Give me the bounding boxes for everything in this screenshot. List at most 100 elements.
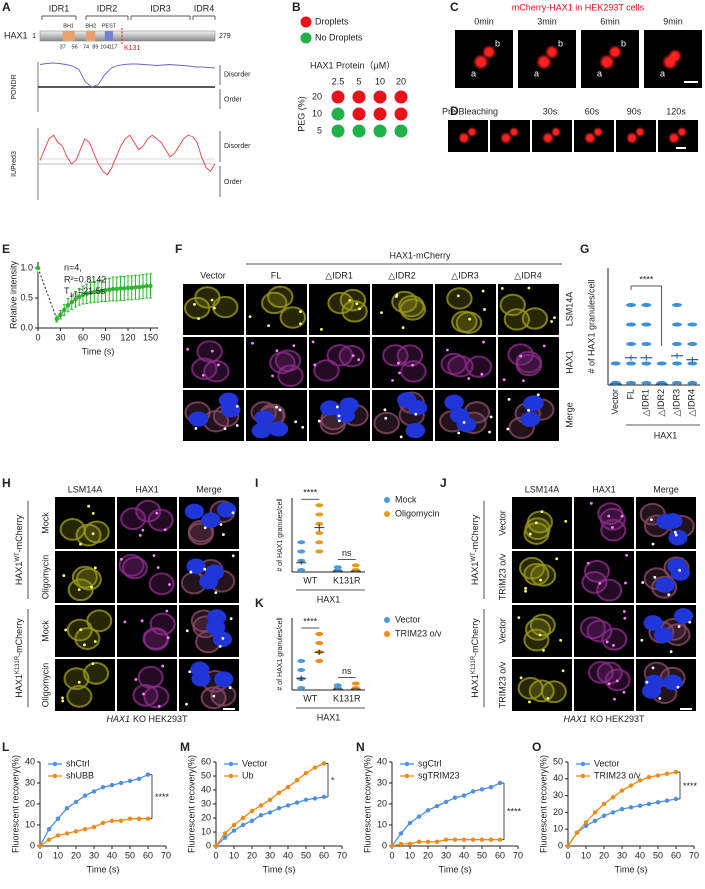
granule	[482, 340, 485, 344]
domain-label: IDR3	[150, 3, 171, 13]
construct-label-part: -mCherry	[470, 618, 480, 656]
granule	[411, 363, 415, 367]
cell-line-label: HAX1 KO HEK293T	[106, 714, 188, 724]
y-axis-label: # of HAX1 granules/cell	[277, 617, 284, 691]
granule	[502, 378, 506, 382]
granule	[212, 694, 216, 698]
granule	[235, 404, 239, 408]
granule	[483, 308, 486, 311]
series-point	[285, 803, 291, 808]
series-point	[628, 805, 634, 810]
axis-label: HAX1 Protein（μM）	[310, 60, 395, 70]
granule	[561, 669, 565, 673]
granule	[611, 525, 614, 529]
legend-label: shUBB	[66, 770, 94, 780]
granule	[517, 616, 521, 620]
granule	[391, 379, 394, 382]
x-tick-label: 0	[213, 850, 218, 860]
legend-marker	[384, 511, 390, 517]
micrograph	[183, 337, 244, 388]
series-point	[664, 798, 670, 803]
x-axis-label: Time (s)	[615, 864, 648, 874]
cell	[596, 578, 623, 602]
granule	[320, 327, 323, 331]
granule	[77, 588, 81, 592]
order-label: Order	[224, 179, 243, 186]
y-tick-label: 10	[377, 819, 387, 829]
data-point	[315, 503, 324, 508]
granule	[383, 408, 387, 412]
nucleus	[268, 421, 289, 437]
series-point	[122, 286, 127, 291]
legend-label: shCtrl	[66, 758, 90, 768]
series-point	[84, 291, 89, 296]
series-point	[137, 285, 142, 290]
significance: ****	[155, 792, 170, 802]
micrograph	[117, 551, 177, 603]
cell-line-label-part: KO HEK293T	[590, 714, 645, 724]
x-tick-label: 30	[265, 850, 275, 860]
granule	[398, 371, 401, 375]
disorder-label: Disorder	[224, 71, 251, 78]
significance: ns	[342, 666, 352, 676]
panel-letter: A	[2, 0, 11, 14]
legend-label: No Droplets	[315, 32, 363, 42]
x-tick-label: 0	[565, 850, 570, 860]
granule	[213, 306, 216, 310]
series-point	[58, 312, 63, 317]
granule	[598, 581, 602, 585]
series-point	[140, 284, 146, 289]
granule	[119, 557, 123, 561]
granule	[231, 511, 235, 515]
column-label: HAX1	[135, 484, 159, 494]
data-point	[687, 342, 698, 346]
series-point	[69, 300, 74, 305]
data-point	[641, 342, 652, 346]
x-tick-label: WT	[303, 693, 317, 703]
series-point	[240, 822, 246, 828]
droplet	[584, 132, 596, 144]
condition-label: Vector	[497, 510, 507, 536]
y-tick-label: 50	[553, 756, 563, 766]
domain-label: IDR1	[49, 3, 70, 13]
cell	[86, 609, 113, 633]
x-tick-label: K131R	[333, 693, 361, 703]
micrograph	[309, 284, 370, 335]
panel-letter: F	[175, 242, 182, 256]
legend-marker	[228, 773, 234, 779]
granule	[528, 532, 532, 536]
nucleus	[444, 394, 464, 410]
series-point	[231, 828, 237, 833]
series-point	[610, 810, 616, 815]
data-point	[297, 686, 306, 690]
cell	[267, 285, 294, 309]
data-point	[672, 361, 682, 366]
granule	[194, 426, 198, 430]
micrograph	[309, 390, 370, 441]
granule	[210, 349, 214, 353]
motif	[104, 31, 114, 41]
droplet-result	[331, 90, 345, 104]
granule	[519, 676, 523, 680]
droplet-label: b	[495, 38, 500, 48]
x-tick-label: 90	[100, 332, 110, 342]
granule	[201, 373, 205, 377]
data-point	[315, 512, 324, 517]
series-point	[312, 765, 318, 770]
cell-line-label: HAX1 KO HEK293T	[563, 714, 645, 724]
granule	[524, 586, 528, 590]
granule	[248, 315, 252, 319]
x-tick-label: 120	[120, 332, 135, 342]
y-tick-label: 40	[553, 773, 563, 783]
x-tick-label: 150	[143, 332, 158, 342]
x-tick-label: 70	[161, 850, 171, 860]
series-point	[109, 782, 115, 788]
granule	[534, 521, 538, 525]
cell-line-label-part: KO HEK293T	[133, 714, 188, 724]
nucleus	[407, 399, 428, 416]
series-point	[118, 818, 124, 823]
nucleus	[456, 417, 477, 433]
droplet	[482, 45, 496, 59]
nucleus	[186, 558, 206, 575]
granule	[401, 326, 405, 330]
